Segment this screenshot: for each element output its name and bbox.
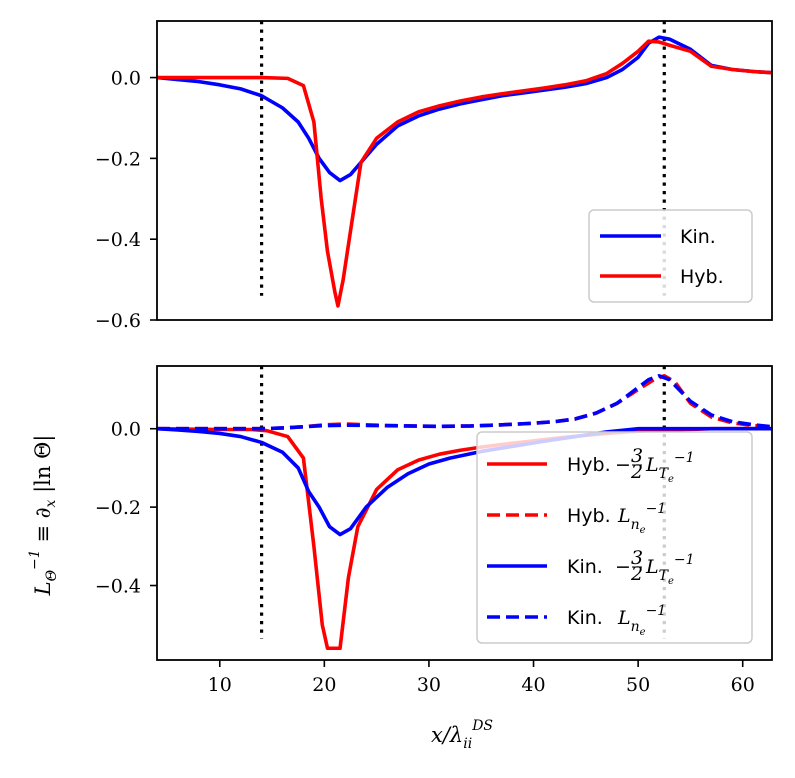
- axes-frame: [156, 365, 773, 661]
- legend-math: 2: [630, 563, 643, 585]
- legend-math: Lne−1: [617, 603, 666, 638]
- legend-label: Kin.: [680, 226, 716, 248]
- legend-math: Lne−1: [617, 501, 666, 536]
- legend-math: 3: [631, 445, 643, 467]
- legend-math: −: [615, 454, 631, 476]
- x-tick-label: 30: [417, 674, 441, 696]
- legend-box: [476, 431, 753, 644]
- legend-label: Kin.: [567, 556, 603, 578]
- top-panel: 0.0 −0.2 −0.4 −0.6 Kin. Hyb.: [95, 20, 773, 332]
- legend-math: LTe−1: [645, 450, 695, 485]
- x-tick-label: 20: [312, 674, 336, 696]
- y-tick-label: −0.2: [95, 148, 141, 170]
- legend-math: 2: [630, 461, 643, 483]
- series-line-3: [157, 426, 772, 537]
- series-line-4: [157, 374, 772, 431]
- series-line-1: [157, 35, 772, 183]
- y-tick-label: −0.4: [95, 576, 141, 598]
- y-tick-label: 0.0: [111, 419, 141, 441]
- legend-math: 3: [631, 547, 643, 569]
- legend-math: −: [615, 556, 631, 578]
- y-tick-label: −0.6: [95, 310, 141, 332]
- x-tick-label: 60: [731, 674, 755, 696]
- x-tick-label: 10: [208, 674, 232, 696]
- legend-math: LTe−1: [645, 552, 695, 587]
- y-tick-label: −0.4: [95, 229, 141, 251]
- x-axis-label: x/λiiDS: [431, 718, 493, 752]
- plot-area: [157, 21, 772, 308]
- legend-label: Hyb.: [680, 266, 724, 288]
- x-tick-label: 40: [521, 674, 545, 696]
- legend-label: Kin.: [567, 607, 603, 629]
- axes-frame: [156, 20, 773, 321]
- series-line-2: [157, 374, 772, 431]
- legend: Kin. Hyb.: [588, 209, 753, 303]
- legend-label: Hyb.: [567, 454, 611, 476]
- x-tick-label: 50: [626, 674, 650, 696]
- series-line-2: [157, 39, 772, 308]
- y-axis-label: LΘ−1 ≡ ∂x |ln Θ|: [27, 435, 60, 597]
- y-tick-label: −0.2: [95, 497, 141, 519]
- legend-box: [588, 209, 753, 303]
- legend-label: Hyb.: [567, 505, 611, 527]
- y-tick-label: 0.0: [111, 68, 141, 90]
